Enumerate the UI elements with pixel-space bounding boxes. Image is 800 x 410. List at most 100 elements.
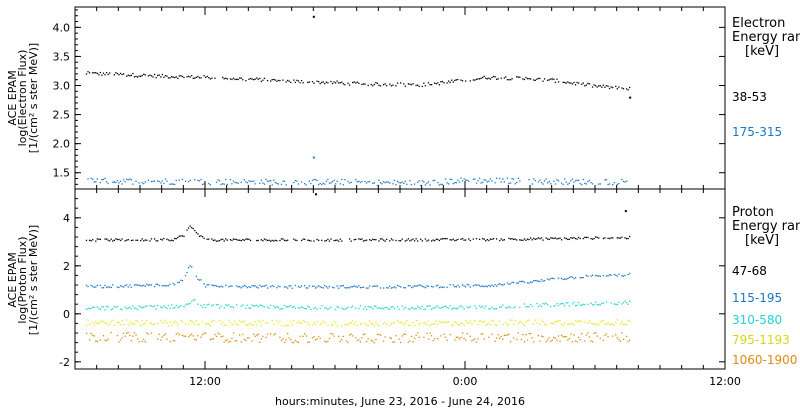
data-point [413,240,416,242]
data-point [471,323,473,325]
data-point [508,283,510,285]
data-point [443,333,445,336]
data-point [539,179,541,181]
data-point [92,72,94,74]
data-point [166,338,168,340]
data-point [327,324,329,326]
proton-ytick-label: -2 [59,356,70,369]
data-point [560,302,563,305]
data-point [302,320,304,322]
proton-legend-1060-1900: 1060-1900 [732,353,797,367]
data-point [367,287,369,289]
data-point [251,180,253,182]
data-point [259,304,261,306]
data-point [475,238,478,240]
data-point [293,306,295,308]
data-point [564,237,566,239]
data-point [598,304,600,306]
data-point [537,237,540,239]
data-point [517,76,519,78]
data-point [144,285,146,287]
data-point [378,333,380,336]
data-point [248,323,250,325]
data-point [492,285,495,287]
data-point [565,302,567,304]
data-point [263,183,266,185]
data-point [423,308,425,311]
data-point [531,183,533,185]
data-point [469,305,471,308]
data-point [256,334,258,336]
data-point [488,77,490,79]
data-point [85,308,88,310]
data-point [430,308,433,310]
data-point [245,307,247,309]
data-point [231,239,233,242]
data-point [130,308,133,310]
data-point [574,237,577,240]
data-point [495,78,498,80]
data-point [457,307,459,309]
data-point [437,323,439,325]
data-point [347,324,349,326]
data-point [379,85,382,87]
data-point [104,309,106,311]
data-point [287,79,289,82]
data-point [232,306,235,309]
data-point [92,285,94,287]
data-point [435,320,437,322]
data-point [553,237,555,240]
data-point [573,81,575,84]
data-point [243,239,245,241]
data-point [489,238,492,240]
data-point [396,284,399,286]
data-point [246,304,249,306]
data-point [564,304,566,307]
data-point [512,307,515,309]
data-point [277,79,280,82]
data-point [243,284,245,287]
data-point [595,301,597,303]
data-point [525,321,527,324]
data-point [150,238,153,240]
data-point [163,76,165,79]
data-point [621,275,623,277]
data-point [480,77,482,79]
data-point [452,183,454,185]
data-point [359,181,362,184]
data-point [220,323,222,325]
data-point [248,78,250,80]
data-point [217,303,219,306]
data-point [121,73,123,76]
data-point [574,179,577,182]
data-point [537,280,540,282]
data-point [407,285,410,287]
data-point [596,303,598,306]
data-point [129,284,131,286]
data-point [246,324,249,326]
data-point [181,279,184,282]
data-point [291,287,293,289]
data-point [516,282,518,284]
data-point [96,306,98,308]
data-point [293,238,295,240]
data-point [523,238,526,240]
data-point [400,341,402,344]
data-point [373,239,375,241]
data-point [574,84,577,86]
data-point [584,85,586,87]
data-point [557,81,560,83]
data-point [109,72,111,74]
data-point [263,306,266,308]
data-point [627,237,629,240]
data-point [240,341,242,343]
data-point [461,306,464,308]
data-point [372,308,374,310]
data-point [279,320,281,322]
data-point [361,83,363,86]
data-point [545,341,547,343]
data-point [449,305,451,307]
data-point [601,320,603,322]
data-point [335,183,337,185]
data-point [446,82,448,84]
